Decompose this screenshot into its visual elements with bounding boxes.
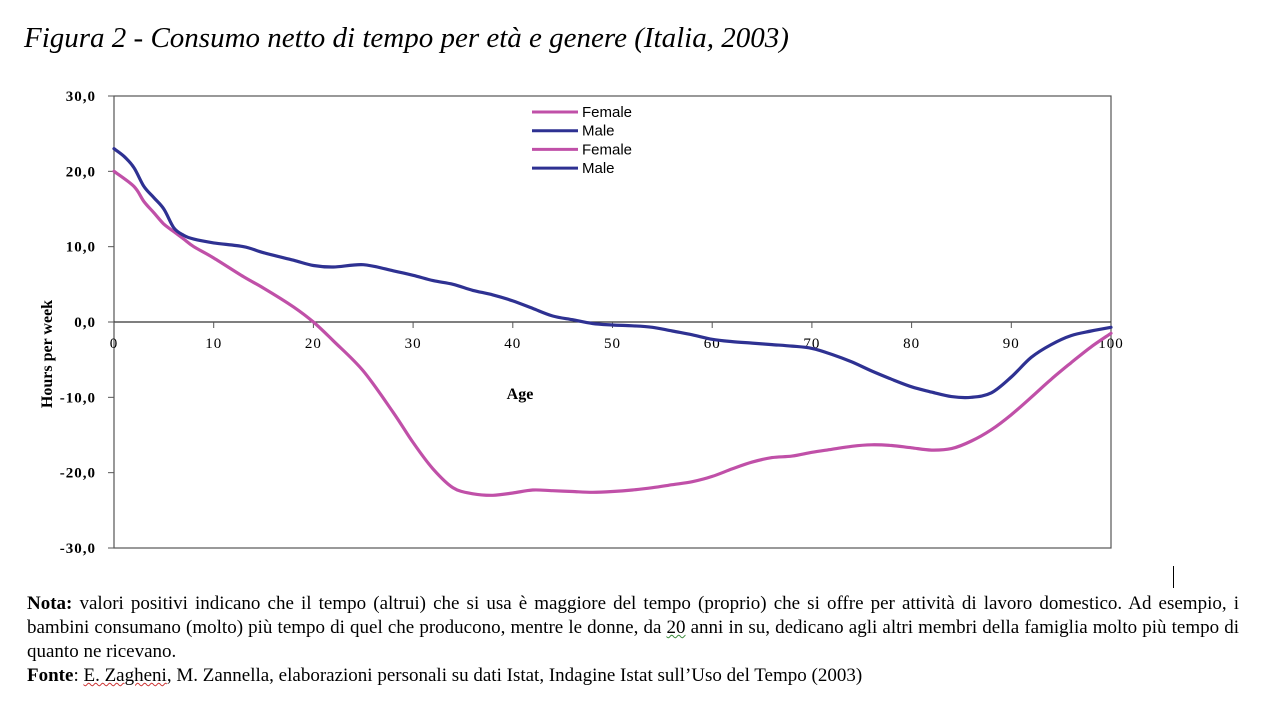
x-tick-label: 80	[903, 336, 920, 352]
y-tick-label: -20,0	[60, 466, 96, 482]
fonte-label: Fonte	[27, 665, 74, 686]
fonte-paragraph: Fonte: E. Zagheni, M. Zannella, elaboraz…	[27, 664, 1239, 688]
x-tick-label: 90	[1003, 336, 1020, 352]
y-tick-label: 30,0	[66, 89, 96, 105]
x-tick-label: 40	[504, 336, 521, 352]
legend-label: Female	[582, 104, 632, 121]
text-cursor	[1173, 566, 1174, 588]
fonte-colon: :	[73, 665, 84, 686]
y-tick-label: -10,0	[60, 390, 96, 406]
x-tick-label: 20	[305, 336, 322, 352]
y-axis-ticks: 30,0 20,0 10,0 0,0 -10,0 -20,0 -30,0	[60, 89, 114, 557]
y-tick-label: 10,0	[66, 240, 96, 256]
nota-text-1: valori positivi indicano che il tempo (a…	[27, 593, 1239, 638]
nota-underlined-number: 20	[666, 617, 686, 638]
x-tick-label: 10	[205, 336, 222, 352]
x-tick-label: 0	[110, 336, 119, 352]
series-line-female	[112, 169, 1113, 497]
legend-label: Male	[582, 123, 615, 140]
x-tick-label: 100	[1098, 336, 1124, 352]
nota-text-2: anni in su, dedicano agli altri membri d…	[27, 617, 1239, 662]
fonte-text: , M. Zannella, elaborazioni personali su…	[166, 665, 863, 686]
notes-block: Nota: valori positivi indicano che il te…	[27, 592, 1239, 688]
y-tick-label: 20,0	[66, 164, 96, 180]
nota-label: Nota:	[27, 593, 73, 614]
legend-label: Male	[582, 160, 615, 177]
y-axis-label: Hours per week	[39, 300, 56, 408]
nota-paragraph: Nota: valori positivi indicano che il te…	[27, 592, 1239, 664]
figure-title: Figura 2 - Consumo netto di tempo per et…	[24, 22, 789, 54]
series-lines	[112, 147, 1113, 497]
fonte-author: E. Zagheni	[83, 665, 167, 686]
x-tick-label: 30	[405, 336, 422, 352]
x-axis-label: Age	[507, 386, 534, 403]
y-tick-label: -30,0	[60, 541, 96, 557]
x-axis-ticks: 0 10 20 30 40 50 60 70 80 90 100	[110, 322, 1124, 352]
x-tick-label: 50	[604, 336, 621, 352]
series-line-male	[112, 147, 1113, 400]
legend-label: Female	[582, 141, 632, 158]
y-tick-label: 0,0	[74, 315, 96, 331]
